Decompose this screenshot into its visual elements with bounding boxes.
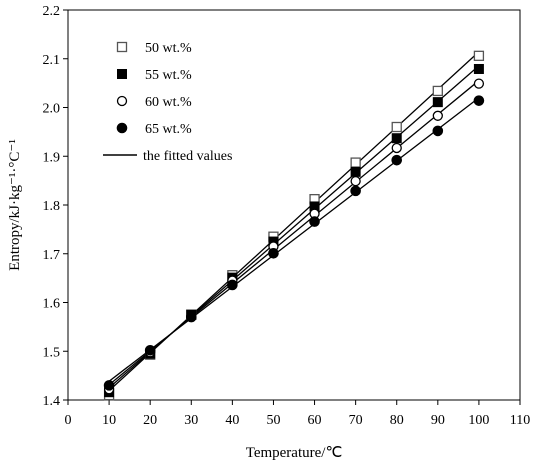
y-tick-label: 2.0 [43, 102, 61, 117]
x-tick-label: 100 [468, 413, 489, 428]
x-tick-label: 40 [225, 413, 239, 428]
y-tick-label: 1.7 [43, 248, 61, 263]
data-point-series-2 [391, 133, 402, 144]
y-tick-label: 2.1 [43, 53, 61, 68]
data-point-series-3 [391, 142, 402, 154]
data-points [103, 50, 485, 401]
data-point-series-4 [391, 154, 403, 166]
legend-marker-series-3 [116, 95, 128, 107]
data-point-series-2 [432, 97, 443, 108]
data-point-series-1 [350, 157, 361, 168]
legend-marker-series-1 [116, 41, 128, 53]
y-tick-label: 1.6 [43, 297, 61, 312]
data-point-series-4 [309, 216, 320, 227]
x-tick-label: 50 [266, 413, 280, 428]
legend-label-series-1: 50 wt.% [145, 41, 192, 56]
y-tick-label: 1.4 [43, 394, 61, 409]
legend: 50 wt.% 55 wt.% 60 wt.% 65 wt.% the fitted v… [103, 41, 232, 164]
data-point-series-3 [473, 78, 485, 89]
data-point-series-4 [473, 95, 485, 106]
x-tick-label: 20 [143, 413, 157, 428]
axes: 0 10 20 30 40 50 60 70 80 90 100 110 1.4 1.5 1.6 1.7 1.8… [43, 4, 531, 428]
data-point-series-1 [432, 85, 443, 97]
data-point-series-1 [473, 50, 485, 61]
y-tick-label: 1.9 [43, 150, 61, 165]
x-tick-label: 70 [349, 413, 363, 428]
y-tick-label: 2.2 [43, 4, 61, 19]
x-tick-label: 10 [102, 413, 116, 428]
data-point-series-4 [185, 311, 197, 323]
x-tick-label: 110 [510, 413, 530, 428]
legend-marker-series-2 [117, 69, 127, 79]
legend-marker-series-4 [116, 122, 128, 134]
data-point-series-4 [103, 380, 115, 391]
data-point-series-4 [432, 125, 444, 137]
data-point-series-4 [268, 247, 279, 259]
data-point-series-3 [432, 110, 443, 121]
fit-lines [108, 51, 480, 392]
x-tick-label: 80 [390, 413, 404, 428]
x-tick-label: 30 [184, 413, 198, 428]
x-axis-title: Temperature/℃ [246, 445, 343, 461]
data-point-series-4 [144, 344, 156, 356]
data-point-series-2 [473, 63, 484, 74]
legend-label-series-4: 65 wt.% [145, 122, 192, 137]
data-point-series-2 [350, 166, 361, 177]
x-tick-label: 0 [65, 413, 72, 428]
data-point-series-1 [391, 121, 402, 133]
y-tick-label: 1.8 [43, 199, 61, 214]
data-point-series-4 [350, 185, 361, 197]
fit-line-series-4 [108, 97, 480, 382]
x-tick-label: 90 [431, 413, 445, 428]
x-tick-label: 60 [308, 413, 322, 428]
y-tick-label: 1.5 [43, 345, 61, 360]
legend-label-series-3: 60 wt.% [145, 95, 192, 110]
plot-frame [67, 9, 521, 401]
legend-label-series-2: 55 wt.% [145, 68, 192, 83]
data-point-series-4 [227, 279, 238, 291]
legend-label-fitted: the fitted values [143, 149, 232, 164]
data-point-series-3 [350, 175, 361, 187]
y-axis-title: Entropy/kJ·kg⁻¹·°C⁻¹ [7, 139, 23, 271]
